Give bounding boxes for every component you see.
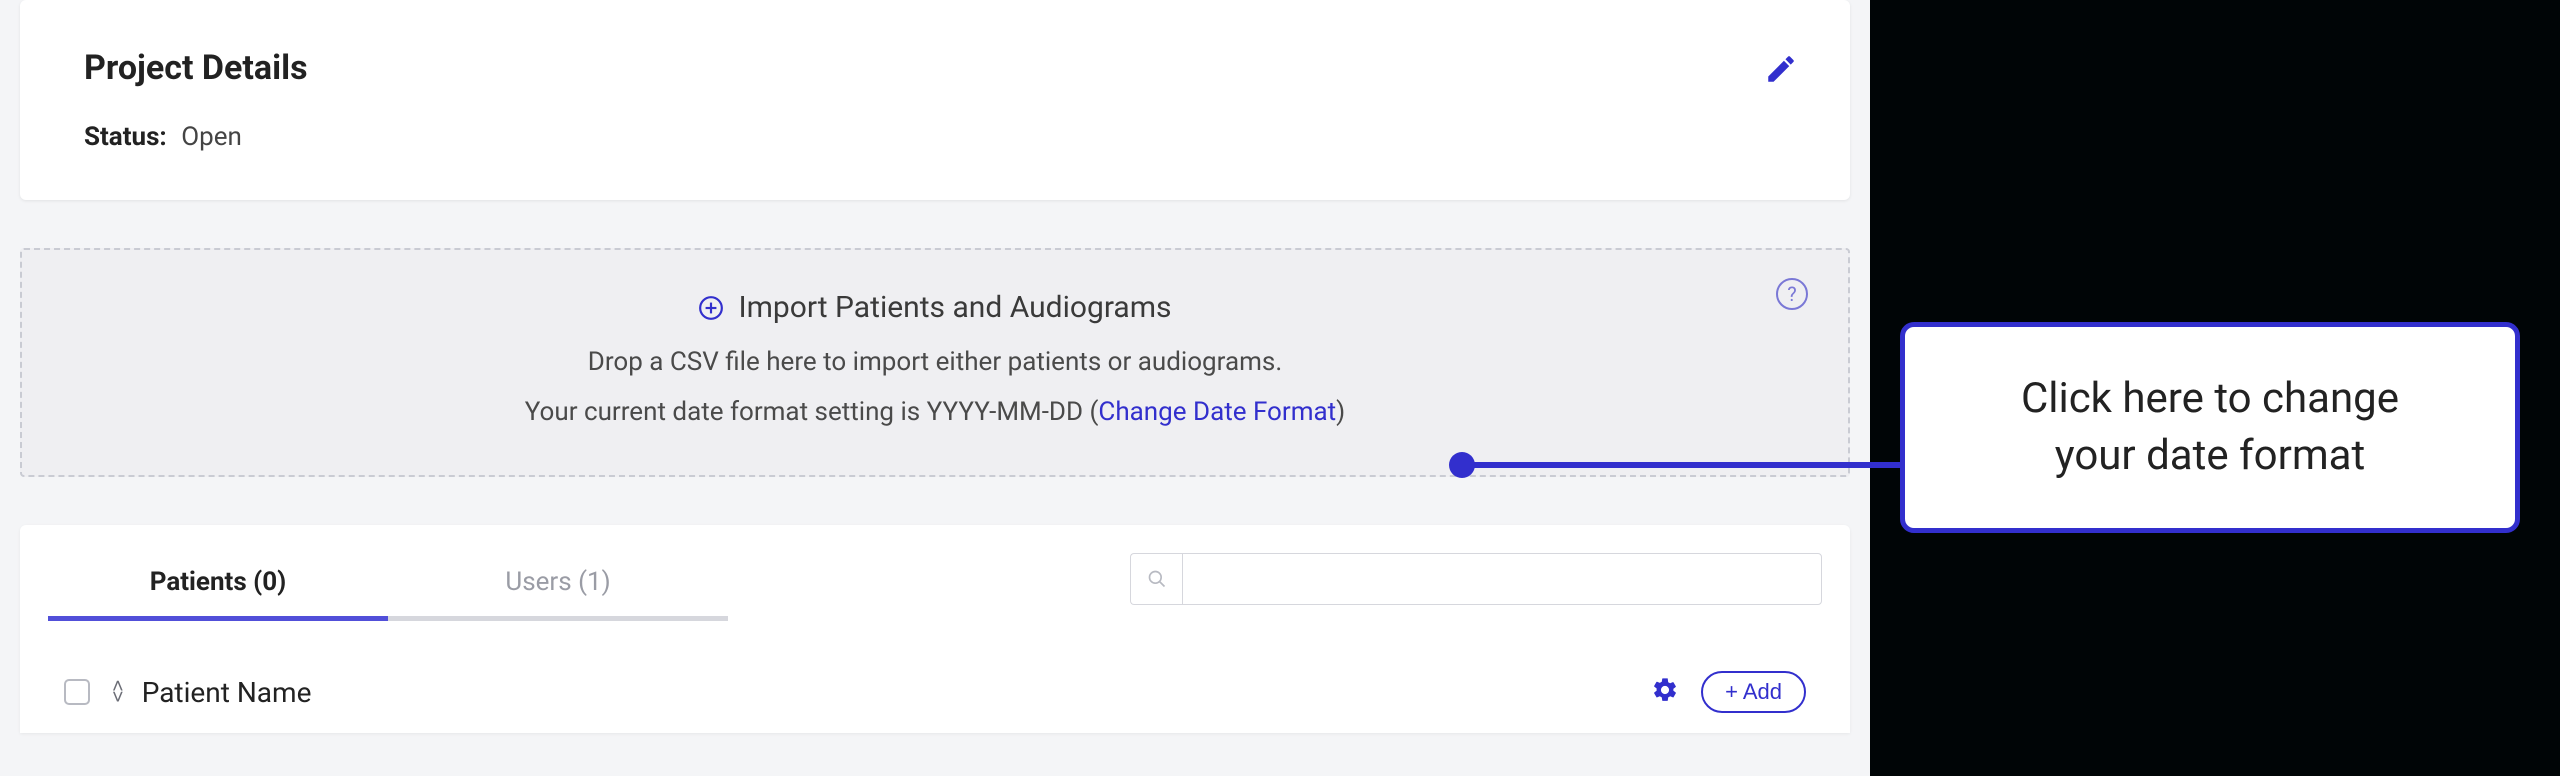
chevron-down-icon: ˅: [112, 692, 124, 703]
status-label: Status:: [84, 122, 167, 152]
callout-line1: Click here to change: [1965, 371, 2455, 428]
tab-label: Users (1): [505, 567, 610, 597]
add-button[interactable]: + Add: [1701, 671, 1806, 713]
pencil-icon: [1764, 52, 1798, 86]
search-input[interactable]: [1182, 553, 1822, 605]
callout-box: Click here to change your date format: [1900, 322, 2520, 533]
import-dropzone[interactable]: ? Import Patients and Audiograms Drop a …: [20, 248, 1850, 477]
dropzone-title: Import Patients and Audiograms: [738, 290, 1171, 325]
card-title: Project Details: [84, 48, 1786, 88]
paren-open: (: [1083, 397, 1098, 427]
change-date-format-link[interactable]: Change Date Format: [1098, 397, 1336, 427]
tab-patients[interactable]: Patients (0): [48, 547, 388, 621]
help-button[interactable]: ?: [1776, 278, 1808, 310]
project-details-card: Project Details Status: Open: [20, 0, 1850, 200]
tab-underline: [48, 616, 388, 621]
table-header-actions: + Add: [1651, 671, 1806, 713]
add-button-label: + Add: [1725, 679, 1782, 705]
annotation-pane: Click here to change your date format: [1870, 0, 2560, 776]
help-icon: ?: [1787, 282, 1796, 306]
tab-users[interactable]: Users (1): [388, 547, 728, 621]
callout-line2: your date format: [1965, 428, 2455, 485]
tab-label: Patients (0): [150, 567, 287, 597]
column-patient-name: Patient Name: [142, 676, 312, 709]
app-pane: Project Details Status: Open ? Import Pa…: [0, 0, 1870, 776]
tabs: Patients (0) Users (1): [48, 547, 728, 621]
settings-button[interactable]: [1651, 676, 1679, 708]
tab-row: Patients (0) Users (1): [20, 525, 1850, 621]
gear-icon: [1651, 676, 1679, 704]
status-row: Status: Open: [84, 122, 1786, 152]
search-wrap: [1130, 553, 1822, 605]
search-icon: [1130, 553, 1182, 605]
paren-close: ): [1336, 397, 1345, 427]
edit-button[interactable]: [1764, 52, 1798, 90]
dropzone-subtitle: Drop a CSV file here to import either pa…: [52, 347, 1818, 377]
dropzone-title-row: Import Patients and Audiograms: [698, 290, 1171, 325]
sort-toggle[interactable]: ˄ ˅: [112, 681, 124, 703]
tab-area: Patients (0) Users (1) ˄ ˅: [20, 525, 1850, 733]
date-format-value: YYYY-MM-DD: [927, 397, 1083, 427]
plus-circle-icon: [698, 295, 724, 321]
tab-underline: [388, 616, 728, 621]
dropzone-date-row: Your current date format setting is YYYY…: [52, 397, 1818, 427]
status-value: Open: [181, 122, 242, 152]
date-prefix: Your current date format setting is: [525, 397, 927, 427]
select-all-checkbox[interactable]: [64, 679, 90, 705]
table-header-row: ˄ ˅ Patient Name + Add: [20, 621, 1850, 733]
